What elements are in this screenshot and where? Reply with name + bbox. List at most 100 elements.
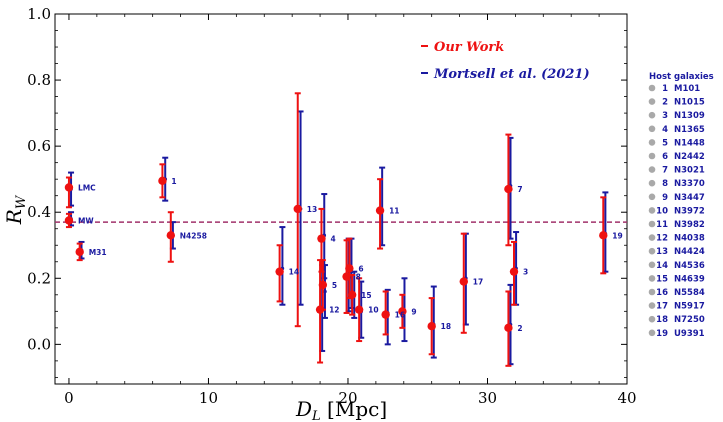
point-label: 13 <box>307 205 317 214</box>
x-tick-label: 30 <box>478 389 497 407</box>
host-item-number: 19 <box>656 329 668 339</box>
x-axis-title-unit: [Mpc] <box>321 397 387 421</box>
host-item-number: 14 <box>656 261 668 271</box>
plot-frame <box>54 13 628 385</box>
legend-mortsell-label: Mortsell et al. (2021) <box>433 67 590 82</box>
host-item-number: 9 <box>662 193 668 203</box>
host-item-number: 18 <box>656 315 668 325</box>
point-label: 17 <box>473 278 483 287</box>
point-label: N4258 <box>180 231 207 240</box>
our-work-point <box>317 234 326 243</box>
host-item-marker <box>648 111 656 119</box>
host-item-name: U9391 <box>674 329 705 339</box>
x-axis-title: DL [Mpc] <box>295 397 387 422</box>
our-work-point <box>293 204 302 214</box>
mortsell-point <box>323 289 327 294</box>
host-item-number: 11 <box>656 220 668 230</box>
point-label: 6 <box>358 264 363 273</box>
host-item-name: N1309 <box>674 111 705 121</box>
host-item-name: M101 <box>674 84 700 94</box>
our-work-point <box>599 231 608 240</box>
host-item-name: N1015 <box>674 98 705 108</box>
y-tick-label: 0.2 <box>27 269 51 287</box>
point-label: 4 <box>330 235 335 244</box>
our-work-point <box>75 247 84 257</box>
y-axis-title: RW <box>2 194 29 225</box>
host-item-marker <box>648 98 656 105</box>
point-label: LMC <box>78 183 96 192</box>
y-tick-label: 0.0 <box>27 335 51 353</box>
host-item-name: N3972 <box>674 206 705 216</box>
host-item-marker <box>648 207 656 214</box>
our-work-point <box>504 323 513 333</box>
our-work-point <box>345 264 354 273</box>
our-work-point <box>459 277 468 286</box>
y-axis-title-sub: W <box>14 194 29 209</box>
our-work-point <box>64 183 74 192</box>
host-item-marker <box>648 247 656 255</box>
x-tick-label: 20 <box>338 389 357 407</box>
legend: Our Work Mortsell et al. (2021) <box>421 40 590 82</box>
point-label: 8 <box>356 273 361 282</box>
host-item-name: N1448 <box>674 138 705 148</box>
host-item-marker <box>648 220 656 228</box>
x-tick-label: 10 <box>199 389 218 407</box>
host-item-marker <box>648 179 656 187</box>
host-item-number: 13 <box>656 247 668 257</box>
host-item-marker <box>648 193 656 201</box>
point-label: 7 <box>517 185 522 194</box>
host-item-number: 3 <box>662 111 668 121</box>
y-tick-label: 0.4 <box>27 203 51 221</box>
y-tick-label: 1.0 <box>27 5 51 23</box>
our-work-point <box>64 216 74 225</box>
x-axis-title-sub: L <box>311 409 321 422</box>
our-work-point <box>315 305 325 314</box>
host-item-name: N2442 <box>674 152 705 162</box>
host-item-marker <box>648 152 656 160</box>
y-axis-title-main: R <box>2 209 26 225</box>
our-work-point <box>381 310 390 319</box>
host-item-marker <box>648 288 656 296</box>
host-item-marker <box>648 234 656 241</box>
host-item-marker <box>648 315 656 323</box>
host-galaxies-title: Host galaxies <box>649 72 714 82</box>
host-item-name: N3982 <box>674 220 705 230</box>
host-item-number: 16 <box>656 288 668 298</box>
our-work-point <box>275 267 284 276</box>
host-item-name: N3370 <box>674 179 705 189</box>
host-item-name: N3021 <box>674 166 705 176</box>
our-work-point <box>398 307 407 316</box>
host-item-marker <box>648 329 656 337</box>
host-item-number: 10 <box>656 206 668 216</box>
host-item-number: 8 <box>662 179 668 189</box>
host-item-marker <box>648 261 656 269</box>
point-label: 9 <box>411 307 416 316</box>
host-item-number: 4 <box>662 125 668 135</box>
point-label: MW <box>78 216 94 225</box>
our-work-point <box>375 206 385 215</box>
point-label: 5 <box>332 281 337 290</box>
point-label: 3 <box>523 268 528 277</box>
host-item-name: N4424 <box>674 247 705 257</box>
point-label: 12 <box>329 306 339 315</box>
host-galaxies-legend: Host galaxies 1 M101 2 N1015 3 N1309 4 N1365 5 N1… <box>648 72 714 339</box>
host-item-name: N5584 <box>674 288 705 298</box>
point-label: 18 <box>441 322 451 331</box>
axis-ticks: 0 10 20 30 40 0.0 0.2 0.4 0.6 0.8 1.0 <box>27 5 636 407</box>
point-label: M31 <box>89 248 107 257</box>
host-item-name: N7250 <box>674 315 705 325</box>
host-item-name: N3447 <box>674 193 705 203</box>
point-label: 14 <box>289 268 299 277</box>
y-tick-label: 0.8 <box>27 71 51 89</box>
legend-our-work-label: Our Work <box>434 40 504 55</box>
our-work-point <box>347 290 357 300</box>
point-label: 11 <box>389 207 399 216</box>
point-label: 2 <box>517 324 522 333</box>
x-tick-label: 0 <box>64 389 74 407</box>
x-axis-title-main: D <box>295 397 312 421</box>
host-item-name: N1365 <box>674 125 705 135</box>
host-item-name: N5917 <box>674 302 705 312</box>
host-item-number: 15 <box>656 274 668 284</box>
point-label: 19 <box>612 231 622 240</box>
